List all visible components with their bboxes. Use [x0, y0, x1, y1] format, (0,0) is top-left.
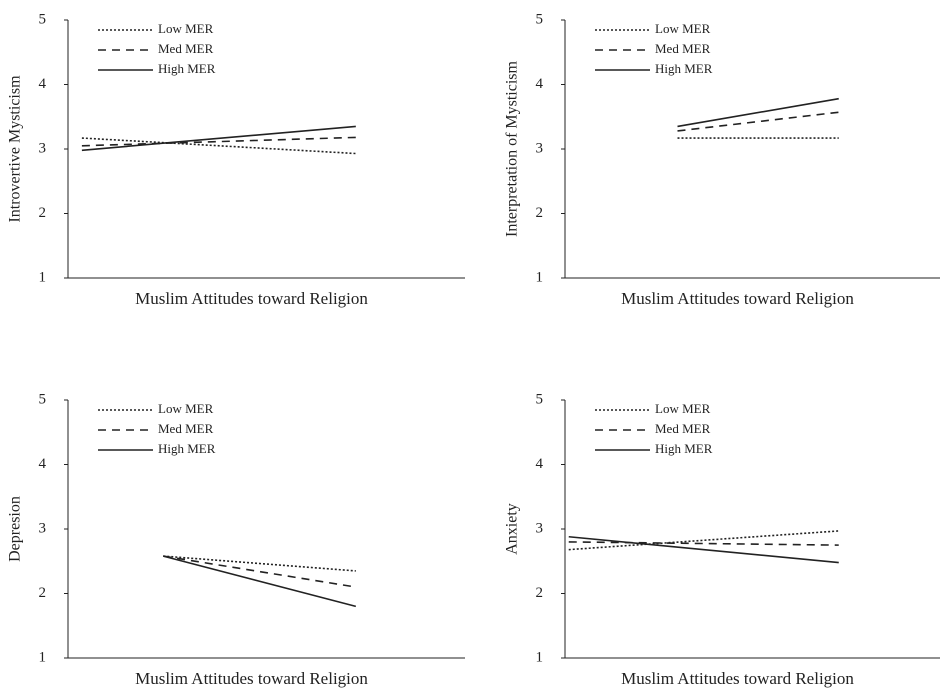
y-tick-label: 5 [536, 11, 544, 27]
series-line [163, 556, 356, 587]
legend-label: Med MER [655, 421, 711, 436]
chart-panel: 1 2 3 4 5 Anxiety Muslim Attitudes toward Reli… [504, 391, 940, 687]
chart-panel: 1 2 3 4 5 Depresion Muslim Attitudes toward Re… [7, 391, 465, 687]
y-axis-title: Introvertive Mysticism [7, 75, 24, 223]
legend-label: Low MER [655, 401, 711, 416]
x-axis-title: Muslim Attitudes toward Religion [135, 669, 368, 688]
y-axis-title: Anxiety [504, 503, 521, 555]
chart-panel: 1 2 3 4 5 Interpretation of Mysticism Muslim A… [504, 11, 940, 307]
legend-label: Low MER [158, 21, 214, 36]
series-line [82, 138, 356, 153]
legend-label: Med MER [655, 41, 711, 56]
x-axis-title: Muslim Attitudes toward Religion [135, 289, 368, 308]
y-tick-label: 1 [536, 269, 544, 285]
y-tick-label: 1 [39, 269, 47, 285]
legend-label: High MER [158, 441, 216, 456]
y-tick-label: 5 [39, 11, 47, 27]
y-tick-label: 2 [39, 585, 47, 601]
y-tick-label: 3 [39, 520, 47, 536]
y-tick-label: 4 [536, 456, 544, 472]
figure: 1 2 3 4 5 Introvertive Mysticism Muslim Attitu… [0, 0, 942, 689]
y-tick-label: 5 [39, 391, 47, 407]
y-axis-title: Depresion [7, 496, 24, 562]
x-axis-title: Muslim Attitudes toward Religion [621, 669, 854, 688]
y-tick-label: 1 [39, 649, 47, 665]
y-tick-label: 4 [536, 76, 544, 92]
y-tick-label: 2 [39, 205, 47, 221]
y-tick-label: 4 [39, 456, 47, 472]
y-axis-title: Interpretation of Mysticism [504, 60, 521, 237]
series-line [569, 542, 839, 545]
y-tick-label: 5 [536, 391, 544, 407]
legend-label: Low MER [655, 21, 711, 36]
y-tick-label: 2 [536, 585, 544, 601]
x-axis-title: Muslim Attitudes toward Religion [621, 289, 854, 308]
chart-panel: 1 2 3 4 5 Introvertive Mysticism Muslim Attitu… [7, 11, 465, 307]
y-tick-label: 2 [536, 205, 544, 221]
legend-label: High MER [655, 441, 713, 456]
legend-label: High MER [655, 61, 713, 76]
y-tick-label: 3 [536, 520, 544, 536]
series-line [678, 99, 839, 127]
legend-label: Med MER [158, 421, 214, 436]
y-tick-label: 1 [536, 649, 544, 665]
legend-label: Med MER [158, 41, 214, 56]
y-tick-label: 3 [536, 140, 544, 156]
legend-label: Low MER [158, 401, 214, 416]
legend-label: High MER [158, 61, 216, 76]
y-tick-label: 3 [39, 140, 47, 156]
series-line [569, 537, 839, 563]
series-line [82, 126, 356, 150]
y-tick-label: 4 [39, 76, 47, 92]
